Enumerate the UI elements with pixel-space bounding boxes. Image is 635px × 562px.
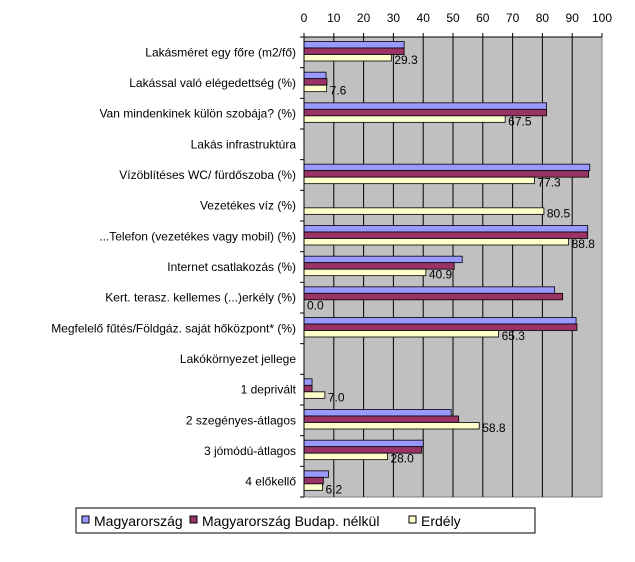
bar-erd-ly <box>303 115 506 123</box>
data-label: 0.0 <box>307 298 324 312</box>
bar-magyarorsz-g-budap-n-lk-l <box>303 231 589 239</box>
bar-magyarorsz-g <box>303 102 547 110</box>
bar-magyarorsz-g <box>303 71 327 80</box>
bar-erd-ly <box>303 268 427 277</box>
bar-magyarorsz-g <box>303 378 313 386</box>
x-tick-label: 40 <box>417 11 431 25</box>
data-label: 28.0 <box>390 452 414 466</box>
bar-magyarorsz-g <box>303 41 405 49</box>
legend: Magyarország Magyarország Budap. nélkül Er… <box>75 507 536 534</box>
bar-magyarorsz-g-budap-n-lk-l <box>303 476 324 485</box>
x-tick-label: 30 <box>387 11 401 25</box>
bar-erd-ly <box>303 238 570 246</box>
bar-magyarorsz-g-budap-n-lk-l <box>303 78 328 86</box>
bar-magyarorsz-g-budap-n-lk-l <box>303 47 405 55</box>
legend-label: Erdély <box>421 513 461 529</box>
x-tick-label: 70 <box>506 11 520 25</box>
bar-erd-ly <box>303 84 328 93</box>
legend-label: Magyarország Budap. nélkül <box>202 513 379 529</box>
legend-swatch <box>81 515 90 524</box>
bar-erd-ly <box>303 207 545 215</box>
x-tick-label: 10 <box>327 11 341 25</box>
category-label: Internet csatlakozás (%) <box>167 260 296 274</box>
bar-magyarorsz-g <box>303 286 556 294</box>
category-label: Megfelelő fűtés/Földgáz. saját hőközpont… <box>51 321 296 335</box>
x-tick-label: 90 <box>566 11 580 25</box>
data-label: 88.8 <box>572 237 596 251</box>
category-label: 2 szegényes-átlagos <box>186 413 296 427</box>
category-label: Vízöblítéses WC/ fürdőszoba (%) <box>119 168 296 182</box>
x-tick-label: 80 <box>536 11 550 25</box>
x-tick-label: 50 <box>446 11 460 25</box>
data-label: 29.3 <box>394 53 418 67</box>
data-label: 77.3 <box>537 176 561 190</box>
category-label: ...Telefon (vezetékes vagy mobil) (%) <box>99 229 296 243</box>
legend-label: Magyarország <box>94 513 183 529</box>
bar-magyarorsz-g <box>303 439 424 448</box>
category-label: Lakással való elégedettség (%) <box>129 76 296 90</box>
legend-swatch <box>189 515 198 524</box>
legend-swatch <box>408 515 417 524</box>
bar-magyarorsz-g-budap-n-lk-l <box>303 384 313 393</box>
category-label: Lakókörnyezet jellege <box>180 352 296 366</box>
x-tick-label: 100 <box>592 11 612 25</box>
x-tick-label: 60 <box>476 11 490 25</box>
bar-magyarorsz-g <box>303 163 591 172</box>
bar-magyarorsz-g <box>303 470 329 478</box>
bar-magyarorsz-g <box>303 255 463 264</box>
bar-erd-ly <box>303 422 480 430</box>
data-label: 67.5 <box>508 114 532 128</box>
bar-magyarorsz-g <box>303 225 589 233</box>
bar-erd-ly <box>303 54 392 62</box>
bar-erd-ly <box>303 330 499 338</box>
data-label: 65.3 <box>502 329 526 343</box>
bar-erd-ly <box>303 176 535 185</box>
bar-magyarorsz-g <box>303 317 577 325</box>
bar-magyarorsz-g-budap-n-lk-l <box>303 323 578 331</box>
bar-magyarorsz-g-budap-n-lk-l <box>303 292 564 301</box>
category-label: 1 deprivált <box>241 383 297 397</box>
bar-erd-ly <box>303 391 326 399</box>
bar-erd-ly <box>303 483 323 491</box>
data-label: 80.5 <box>547 206 571 220</box>
category-label: 4 előkellő <box>245 475 296 489</box>
data-label: 7.0 <box>328 390 345 404</box>
category-label: Vezetékes víz (%) <box>200 199 296 213</box>
x-tick-label: 20 <box>357 11 371 25</box>
bar-magyarorsz-g <box>303 409 452 417</box>
category-label: Lakás infrastruktúra <box>191 137 297 151</box>
category-label: 3 jómódú-átlagos <box>204 444 296 458</box>
data-label: 6.2 <box>325 482 342 496</box>
x-tick-label: 0 <box>301 11 308 25</box>
data-label: 58.8 <box>482 421 506 435</box>
bar-magyarorsz-g-budap-n-lk-l <box>303 415 460 423</box>
category-label: Van mindenkinek külön szobája? (%) <box>99 107 296 121</box>
category-label: Lakásméret egy főre (m2/fő) <box>145 45 296 59</box>
bar-erd-ly <box>303 452 388 461</box>
category-label: Kert. terasz. kellemes (...)erkély (%) <box>105 291 296 305</box>
data-label: 7.6 <box>330 84 347 98</box>
data-label: 40.9 <box>429 268 453 282</box>
